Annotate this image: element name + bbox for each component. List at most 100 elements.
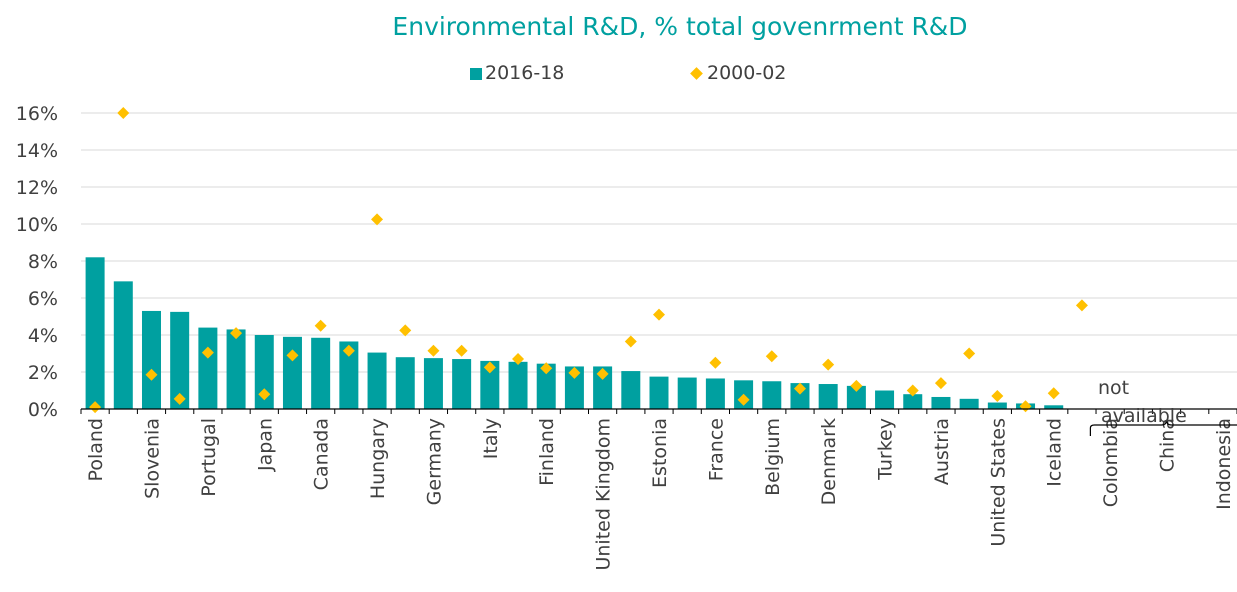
- bar: [113, 281, 133, 409]
- category-label: Turkey: [875, 418, 897, 481]
- category-label: Belgium: [762, 418, 784, 496]
- data-point: [1075, 299, 1088, 312]
- bar: [367, 352, 387, 409]
- bar: [762, 381, 782, 409]
- bar: [170, 311, 190, 409]
- data-point: [1047, 387, 1060, 400]
- category-label: Portugal: [198, 418, 220, 497]
- bar: [987, 402, 1007, 409]
- y-tick-label: 2%: [28, 362, 58, 384]
- data-point: [89, 401, 102, 414]
- data-point: [117, 107, 130, 119]
- bar: [141, 310, 161, 409]
- category-label: Denmark: [818, 418, 840, 505]
- bar: [593, 366, 613, 409]
- legend-item-2000-02: 2000-02: [690, 62, 786, 84]
- data-point: [540, 362, 553, 375]
- y-axis: 0% 2% 4% 6% 8% 10% 12% 14% 16%: [16, 103, 58, 421]
- data-point: [934, 377, 947, 390]
- data-point: [624, 335, 637, 348]
- bar: [536, 363, 556, 409]
- chart-title: Environmental R&D, % total govenrment R&…: [392, 12, 968, 41]
- data-point: [427, 344, 440, 357]
- bar: [339, 341, 359, 409]
- data-point: [963, 347, 976, 360]
- legend-item-2016-18: 2016-18: [470, 62, 564, 84]
- data-point: [709, 356, 722, 369]
- bar: [903, 394, 923, 409]
- data-point: [483, 361, 496, 374]
- bar: [1044, 405, 1064, 409]
- data-point: [906, 384, 919, 397]
- data-point: [991, 390, 1004, 403]
- y-tick-label: 10%: [16, 214, 58, 236]
- y-tick-label: 4%: [28, 325, 58, 347]
- category-label: United States: [987, 418, 1009, 547]
- bar: [311, 337, 331, 409]
- bar: [931, 396, 951, 409]
- y-tick-label: 0%: [28, 399, 58, 421]
- bar: [198, 327, 218, 409]
- gridlines: [81, 112, 1237, 373]
- category-label: Hungary: [367, 418, 389, 499]
- data-point: [596, 367, 609, 380]
- data-point: [399, 324, 412, 337]
- data-point: [850, 379, 863, 392]
- category-label: Austria: [931, 418, 953, 485]
- y-tick-label: 8%: [28, 251, 58, 273]
- data-point: [568, 366, 581, 379]
- x-axis: [80, 408, 1237, 414]
- data-point: [1019, 400, 1032, 413]
- bar: [480, 360, 500, 409]
- annotation-bracket: [1089, 419, 1237, 436]
- y-tick-label: 12%: [16, 177, 58, 199]
- bar: [254, 335, 274, 409]
- data-point: [455, 344, 468, 357]
- y-tick-label: 6%: [28, 288, 58, 310]
- bar: [818, 384, 838, 409]
- data-point: [314, 319, 327, 332]
- bar: [677, 377, 697, 409]
- bar-series: [85, 257, 1064, 409]
- category-label: Indonesia: [1213, 418, 1235, 510]
- data-point: [512, 353, 525, 366]
- data-point: [258, 388, 271, 401]
- bar: [846, 385, 866, 409]
- point-series: [89, 107, 1088, 414]
- data-point: [653, 308, 665, 321]
- category-label: Estonia: [649, 418, 671, 488]
- annotation-text: not: [1098, 377, 1129, 399]
- category-labels: Poland Slovenia Portugal Japan Canada Hungary…: [85, 418, 1235, 571]
- category-label: Slovenia: [141, 418, 163, 499]
- data-point: [173, 392, 186, 405]
- bar: [621, 371, 641, 409]
- annotation: not available: [1089, 377, 1237, 436]
- bar: [508, 361, 528, 409]
- category-label: Iceland: [1044, 418, 1066, 487]
- category-label: Japan: [254, 418, 276, 472]
- data-point: [737, 393, 750, 406]
- data-point: [230, 327, 243, 340]
- bar: [85, 257, 105, 409]
- category-label: Germany: [423, 418, 445, 505]
- category-label: China: [1157, 418, 1179, 472]
- bar: [452, 359, 472, 409]
- annotation-text: available: [1101, 405, 1187, 427]
- category-label: France: [705, 418, 727, 481]
- bar: [564, 366, 584, 409]
- bar: [875, 390, 895, 409]
- bar: [282, 336, 302, 409]
- category-label: Poland: [85, 418, 107, 481]
- bar: [959, 398, 979, 409]
- data-point: [145, 368, 158, 381]
- bar: [649, 376, 669, 409]
- y-tick-label: 16%: [16, 103, 58, 125]
- bar: [705, 378, 725, 409]
- data-point: [342, 344, 355, 357]
- data-point: [822, 358, 835, 371]
- data-point: [371, 213, 384, 226]
- data-point: [286, 349, 299, 362]
- data-point: [793, 382, 806, 395]
- bar-swatch-icon: [470, 68, 482, 80]
